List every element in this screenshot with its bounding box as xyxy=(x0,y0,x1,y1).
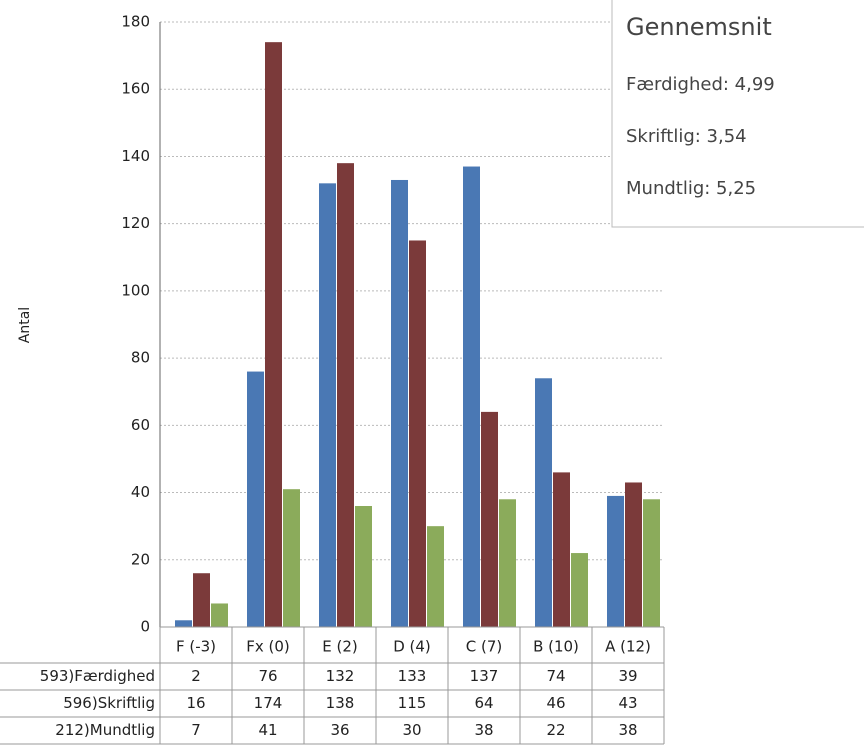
bar xyxy=(553,472,570,627)
x-tick-label: C (7) xyxy=(466,638,503,656)
y-tick-label: 100 xyxy=(121,281,150,299)
y-tick-label: 20 xyxy=(131,550,150,568)
y-tick-label: 60 xyxy=(131,416,150,434)
table-value: 174 xyxy=(254,694,283,712)
bar xyxy=(535,378,552,627)
y-tick-label: 140 xyxy=(121,147,150,165)
series-name: 593)Færdighed xyxy=(40,667,155,685)
table-value: 2 xyxy=(191,667,201,685)
x-tick-label: A (12) xyxy=(605,638,651,656)
bar xyxy=(499,499,516,627)
table-value: 64 xyxy=(474,694,493,712)
tooltip-item: Færdighed: 4,99 xyxy=(626,74,775,95)
bar xyxy=(337,163,354,627)
table-value: 76 xyxy=(258,667,277,685)
y-axis-label: Antal xyxy=(17,307,33,343)
bar xyxy=(175,620,192,627)
y-tick-label: 40 xyxy=(131,483,150,501)
table-value: 138 xyxy=(326,694,355,712)
bar xyxy=(625,482,642,627)
table-value: 38 xyxy=(474,721,493,739)
y-tick-label: 0 xyxy=(140,618,150,636)
bar xyxy=(463,166,480,627)
y-tick-label: 160 xyxy=(121,80,150,98)
table-value: 133 xyxy=(398,667,427,685)
table-value: 7 xyxy=(191,721,201,739)
series-name: 212)Mundtlig xyxy=(55,721,155,739)
bar xyxy=(193,573,210,627)
bar xyxy=(211,603,228,627)
tooltip-box xyxy=(611,0,864,228)
bar xyxy=(247,371,264,627)
x-tick-label: Fx (0) xyxy=(246,638,290,656)
table-value: 132 xyxy=(326,667,355,685)
bar xyxy=(265,42,282,627)
table-value: 22 xyxy=(546,721,565,739)
bar xyxy=(607,495,624,627)
tooltip-item: Skriftlig: 3,54 xyxy=(626,126,747,147)
table-value: 74 xyxy=(546,667,565,685)
table-value: 46 xyxy=(546,694,565,712)
tooltip-item: Mundtlig: 5,25 xyxy=(626,178,756,199)
y-tick-label: 120 xyxy=(121,214,150,232)
x-tick-label: B (10) xyxy=(533,638,579,656)
table-value: 38 xyxy=(618,721,637,739)
bar xyxy=(355,506,372,627)
series-name: 596)Skriftlig xyxy=(63,694,155,712)
bar xyxy=(391,179,408,627)
bar xyxy=(283,489,300,627)
tooltip-title: Gennemsnit xyxy=(626,13,772,41)
table-value: 39 xyxy=(618,667,637,685)
y-tick-label: 80 xyxy=(131,349,150,367)
bar xyxy=(319,183,336,628)
bar xyxy=(643,499,660,627)
table-value: 41 xyxy=(258,721,277,739)
table-value: 30 xyxy=(402,721,421,739)
bar xyxy=(481,411,498,627)
table-value: 43 xyxy=(618,694,637,712)
y-tick-label: 180 xyxy=(121,13,150,31)
table-value: 36 xyxy=(330,721,349,739)
bar xyxy=(427,526,444,627)
bar xyxy=(571,553,588,627)
table-value: 115 xyxy=(398,694,427,712)
table-value: 137 xyxy=(470,667,499,685)
x-tick-label: E (2) xyxy=(322,638,358,656)
bar xyxy=(409,240,426,627)
x-tick-label: F (-3) xyxy=(176,638,216,656)
x-tick-label: D (4) xyxy=(393,638,431,656)
table-value: 16 xyxy=(186,694,205,712)
